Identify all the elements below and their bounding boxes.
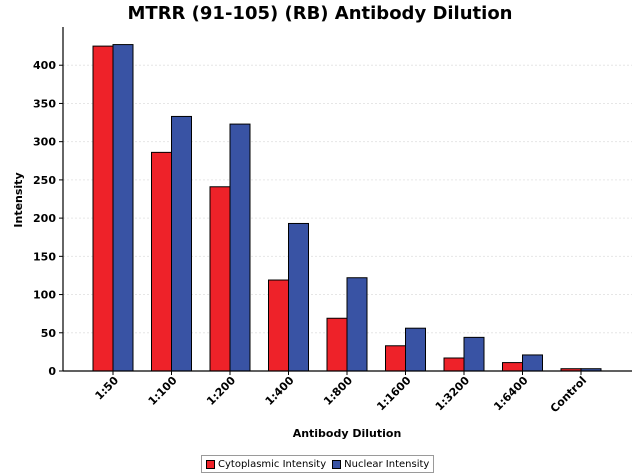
bar-cytoplasmic (502, 362, 523, 372)
legend-item: Nuclear Intensity (332, 459, 429, 470)
y-tick-label: 150 (33, 250, 56, 263)
y-tick-label: 50 (41, 327, 57, 340)
bar-nuclear (288, 222, 309, 372)
y-tick-labels: 0 50 100 150 200 250 300 350 400 (33, 59, 63, 378)
bar-cytoplasmic (326, 317, 348, 372)
legend-item: Cytoplasmic Intensity (206, 459, 326, 470)
x-tick-label: 1:3200 (433, 374, 473, 414)
x-tick-label: 1:200 (204, 374, 238, 408)
y-tick-label: 250 (33, 174, 56, 187)
legend-label: Nuclear Intensity (344, 458, 430, 470)
bar-nuclear (405, 327, 426, 372)
x-tick-labels: 1:50 1:100 1:200 1:400 1:800 1:1600 1:3200 1:64… (93, 371, 589, 415)
legend-swatch (206, 459, 215, 469)
x-tick-label: 1:800 (321, 374, 355, 408)
bar-cytoplasmic (268, 279, 289, 372)
x-tick-label: 1:400 (263, 374, 297, 408)
bar-cytoplasmic (92, 45, 114, 372)
y-tick-label: 100 (33, 289, 56, 302)
bar-cytoplasmic (385, 345, 406, 372)
y-tick-label: 200 (33, 212, 56, 225)
bar-nuclear (463, 336, 485, 372)
x-tick-label: 1:6400 (491, 374, 531, 414)
bar-cytoplasmic (443, 357, 465, 372)
y-tick-label: 350 (33, 97, 56, 110)
y-tick-label: 400 (33, 59, 56, 72)
x-tick-label: Control (548, 374, 589, 415)
x-axis-label: Antibody Dilution (293, 427, 402, 440)
bar-nuclear (346, 277, 368, 372)
legend: Cytoplasmic Intensity Nuclear Intensity (201, 455, 435, 473)
legend-swatch (332, 459, 342, 469)
chart-title: MTRR (91-105) (RB) Antibody Dilution (127, 3, 513, 24)
bar-nuclear (229, 123, 251, 372)
y-tick-label: 0 (48, 365, 56, 378)
bar-nuclear (522, 354, 543, 372)
x-tick-label: 1:100 (146, 374, 180, 408)
x-tick-label: 1:50 (93, 374, 122, 403)
bar-cytoplasmic (151, 151, 172, 372)
bar-nuclear (112, 44, 134, 372)
x-tick-label: 1:1600 (374, 374, 414, 414)
bar-cytoplasmic (209, 186, 231, 372)
legend-label: Cytoplasmic Intensity (218, 458, 327, 470)
bars (92, 44, 602, 372)
y-tick-label: 300 (33, 136, 56, 149)
y-axis-label: Intensity (12, 172, 25, 227)
bar-nuclear (171, 115, 192, 372)
